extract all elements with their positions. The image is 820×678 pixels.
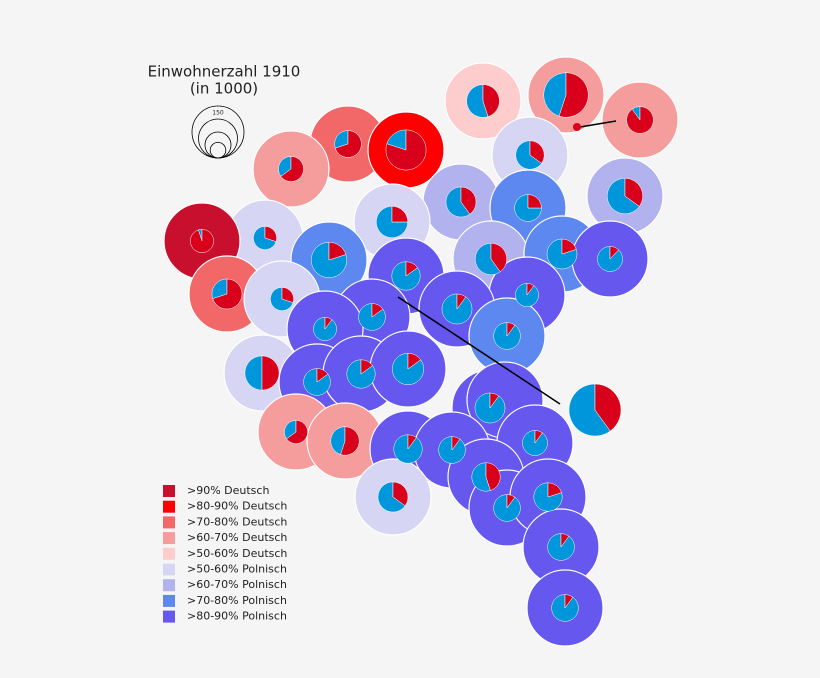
legend-label: >60-70% Deutsch xyxy=(187,531,287,544)
legend-label: >60-70% Polnisch xyxy=(187,578,287,591)
pie-deutsch xyxy=(391,206,408,223)
pie-deutsch xyxy=(482,84,500,117)
scale: 150 xyxy=(191,105,245,159)
pie-deutsch xyxy=(534,430,543,444)
pie-deutsch xyxy=(558,72,589,118)
pie-polnisch xyxy=(543,72,567,117)
pie-deutsch xyxy=(286,420,308,444)
pie-deutsch xyxy=(609,246,619,260)
legend-label: >70-80% Deutsch xyxy=(187,515,287,528)
pie-deutsch xyxy=(547,482,562,498)
legend-swatch xyxy=(163,547,175,560)
pie-deutsch xyxy=(526,283,535,296)
pie-deutsch xyxy=(405,261,418,277)
pie-polnisch xyxy=(568,383,611,437)
pie-polnisch xyxy=(334,130,349,149)
pie-deutsch xyxy=(261,355,280,391)
pie-deutsch xyxy=(490,243,507,273)
pie-deutsch xyxy=(460,186,477,215)
pie-polnisch xyxy=(330,426,346,455)
pie-polnisch xyxy=(211,278,228,299)
pie-polnisch xyxy=(376,206,408,238)
callout-dot xyxy=(573,123,581,131)
scale-circle xyxy=(204,131,232,159)
legend-label: >50-60% Deutsch xyxy=(187,547,287,560)
legend-swatch xyxy=(163,594,175,607)
pie-deutsch xyxy=(489,392,500,409)
pie-polnisch xyxy=(515,140,542,170)
legend-swatch xyxy=(163,532,175,545)
scale-circle xyxy=(198,118,238,159)
pie-deutsch xyxy=(385,129,427,171)
pie-deutsch xyxy=(407,353,422,370)
pie-deutsch xyxy=(594,383,622,432)
scale-label: 150 xyxy=(212,110,224,117)
pie-deutsch xyxy=(360,359,373,375)
legend-swatch xyxy=(163,516,175,529)
pie-polnisch xyxy=(606,177,640,215)
pie-deutsch xyxy=(371,303,384,318)
legend-label: >50-60% Polnisch xyxy=(187,563,287,576)
scale-circle xyxy=(209,141,227,159)
pie-deutsch xyxy=(456,293,467,310)
pie-deutsch xyxy=(328,241,347,261)
pie-polnisch xyxy=(253,226,277,250)
pie-deutsch xyxy=(324,317,333,330)
pie-deutsch xyxy=(280,156,304,182)
pie-deutsch xyxy=(529,140,545,164)
pie-deutsch xyxy=(506,494,516,509)
pie-polnisch xyxy=(392,353,424,385)
pie-deutsch xyxy=(561,238,577,255)
subtitle: (in 1000) xyxy=(190,80,258,98)
legend-label: >80-90% Deutsch xyxy=(187,500,287,513)
pie-deutsch xyxy=(212,278,243,310)
pie-deutsch xyxy=(560,533,570,548)
legend-swatch xyxy=(163,579,175,592)
pie-deutsch xyxy=(564,594,574,609)
legend-label: >70-80% Polnisch xyxy=(187,594,287,607)
pie-deutsch xyxy=(626,106,654,134)
pie-deutsch xyxy=(624,177,643,207)
pie-deutsch xyxy=(190,229,214,253)
pie-polnisch xyxy=(377,481,406,513)
pie-deutsch xyxy=(527,194,542,209)
pie-polnisch xyxy=(284,420,297,440)
pie-polnisch xyxy=(471,462,491,492)
legend-swatch xyxy=(163,485,175,497)
legend-label: >80-90% Polnisch xyxy=(187,610,287,623)
pie-polnisch xyxy=(244,355,263,391)
pie-deutsch xyxy=(407,434,417,450)
pie-deutsch xyxy=(392,481,409,507)
pie-polnisch xyxy=(445,186,471,218)
pie-deutsch xyxy=(451,436,461,451)
callout-line xyxy=(579,120,617,128)
callout-line xyxy=(397,296,561,405)
pie-deutsch xyxy=(340,426,360,456)
legend: >90% Deutsch >80-90% Deutsch >70-80% Deuts… xyxy=(163,484,287,623)
pie-deutsch xyxy=(485,462,501,491)
legend-swatch xyxy=(163,500,175,513)
pies xyxy=(190,72,654,622)
legend-swatch xyxy=(163,563,175,576)
pie-polnisch xyxy=(475,243,501,275)
pie-deutsch xyxy=(264,226,277,242)
pie-deutsch xyxy=(316,368,329,383)
pie-deutsch xyxy=(281,287,294,303)
pie-deutsch xyxy=(506,322,516,337)
pie-polnisch xyxy=(270,287,294,311)
pie-deutsch xyxy=(334,130,362,158)
pie-polnisch xyxy=(278,156,292,177)
legend-swatch xyxy=(163,610,175,623)
pie-polnisch xyxy=(466,84,489,118)
title: Einwohnerzahl 1910 xyxy=(148,63,301,81)
legend-label: >90% Deutsch xyxy=(187,484,269,497)
